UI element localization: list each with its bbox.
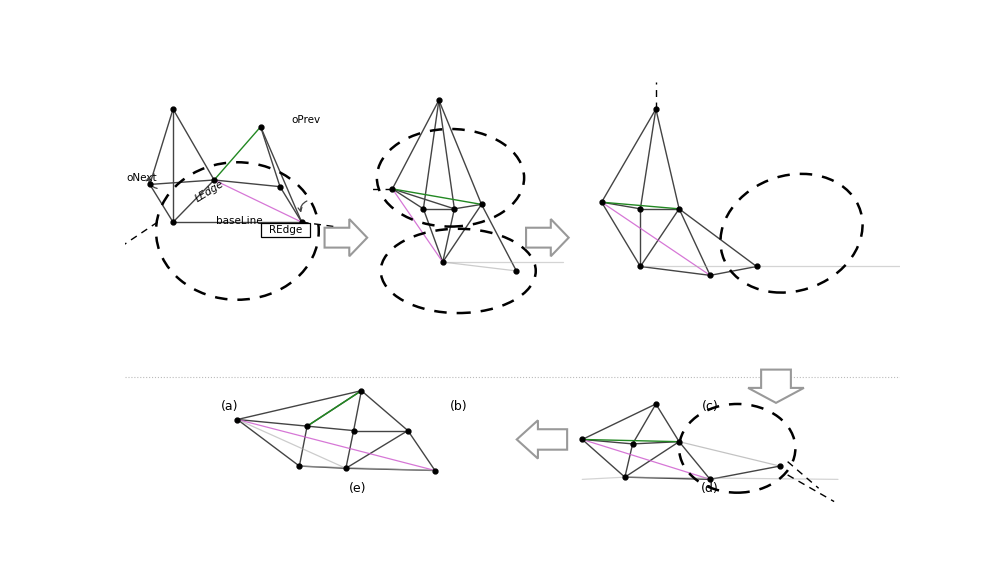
- Text: (b): (b): [449, 400, 467, 412]
- Text: REdge: REdge: [269, 225, 302, 235]
- Polygon shape: [526, 219, 569, 256]
- FancyArrowPatch shape: [146, 177, 157, 188]
- Text: oPrev: oPrev: [292, 115, 321, 125]
- Text: (d): (d): [701, 482, 719, 495]
- Text: baseLine: baseLine: [216, 216, 263, 226]
- FancyArrowPatch shape: [298, 201, 307, 211]
- Polygon shape: [517, 420, 567, 458]
- Text: (e): (e): [349, 482, 366, 495]
- Text: (a): (a): [221, 400, 238, 412]
- Polygon shape: [325, 219, 367, 256]
- FancyBboxPatch shape: [261, 223, 310, 237]
- Text: (c): (c): [702, 400, 718, 412]
- Text: oNext: oNext: [127, 173, 157, 183]
- Text: LEdge: LEdge: [193, 179, 226, 204]
- Polygon shape: [748, 370, 804, 403]
